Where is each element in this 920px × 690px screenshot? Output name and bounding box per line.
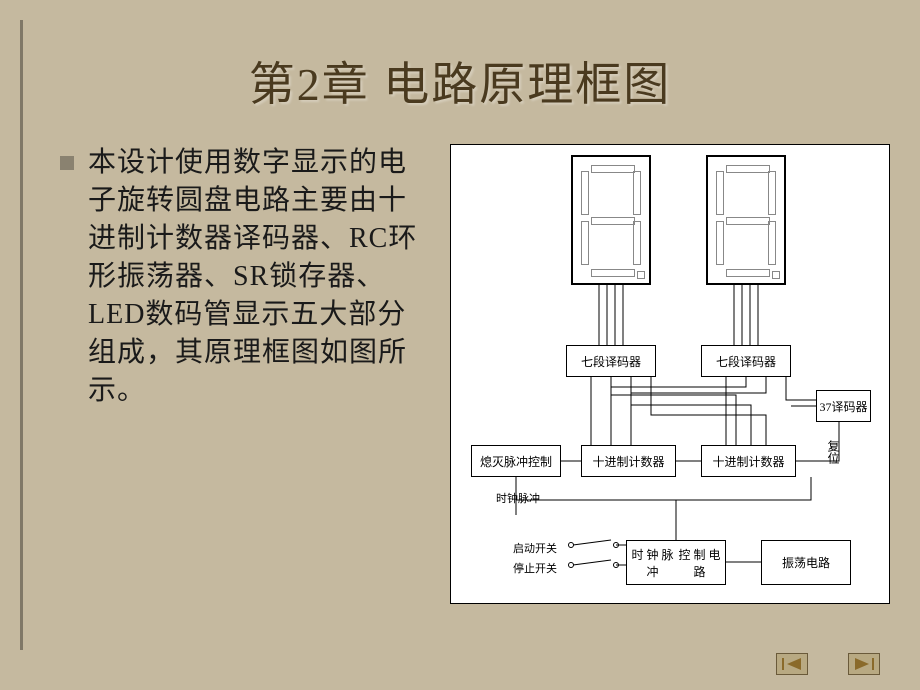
bullet-item: 本设计使用数字显示的电子旋转圆盘电路主要由十进制计数器译码器、RC环形振荡器、S… [60, 144, 430, 410]
block-cnt1: 十进制计数器 [581, 445, 676, 477]
wires [451, 145, 889, 603]
body-paragraph: 本设计使用数字显示的电子旋转圆盘电路主要由十进制计数器译码器、RC环形振荡器、S… [88, 144, 430, 410]
seven-segment-display [571, 155, 651, 285]
seven-segment-display [706, 155, 786, 285]
bullet-marker [60, 156, 74, 170]
circuit-diagram: 七段译码器七段译码器37译码器熄灭脉冲控制十进制计数器十进制计数器时 钟 脉 冲… [450, 144, 890, 604]
block-dec2: 七段译码器 [701, 345, 791, 377]
diagram-label: 复位 [826, 440, 840, 464]
nav-controls [776, 653, 880, 675]
block-osc: 振荡电路 [761, 540, 851, 585]
slide-left-accent [20, 20, 23, 650]
slide-title: 第2章 电路原理框图 [0, 0, 920, 144]
block-pulse: 熄灭脉冲控制 [471, 445, 561, 477]
prev-icon [781, 657, 803, 671]
block-cnt2: 十进制计数器 [701, 445, 796, 477]
text-column: 本设计使用数字显示的电子旋转圆盘电路主要由十进制计数器译码器、RC环形振荡器、S… [60, 144, 450, 604]
block-d37: 37译码器 [816, 390, 871, 422]
diagram-label: 时钟脉冲 [496, 490, 540, 506]
diagram-label: 停止开关 [513, 560, 557, 576]
diagram-label: 启动开关 [513, 540, 557, 556]
content-area: 本设计使用数字显示的电子旋转圆盘电路主要由十进制计数器译码器、RC环形振荡器、S… [0, 144, 920, 604]
next-button[interactable] [848, 653, 880, 675]
next-icon [853, 657, 875, 671]
block-dec1: 七段译码器 [566, 345, 656, 377]
block-clkctl: 时 钟 脉 冲控 制 电 路 [626, 540, 726, 585]
prev-button[interactable] [776, 653, 808, 675]
